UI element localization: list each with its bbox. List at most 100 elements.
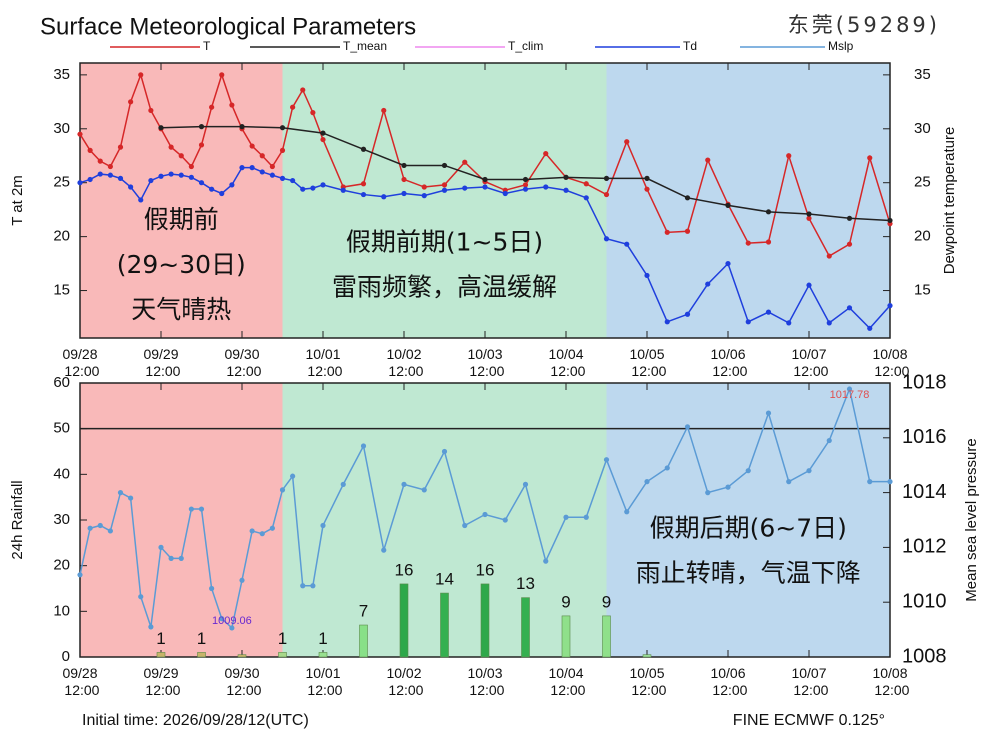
series-point — [543, 558, 549, 564]
series-point — [806, 211, 812, 217]
series-point — [765, 309, 772, 315]
series-point — [381, 107, 387, 114]
series-point — [360, 181, 367, 187]
period-band — [282, 63, 607, 338]
series-point — [107, 172, 113, 178]
legend-label: Td — [683, 39, 697, 53]
series-point — [401, 176, 407, 183]
series-point — [290, 473, 296, 479]
series-point — [401, 481, 407, 487]
rain-bar — [602, 615, 611, 658]
series-point — [97, 522, 103, 529]
series-point — [867, 479, 873, 485]
series-point — [178, 153, 184, 159]
series-point — [583, 195, 589, 201]
series-point — [441, 187, 448, 193]
series-point — [229, 182, 235, 188]
legend-label: Mslp — [828, 39, 854, 53]
series-point — [502, 190, 508, 197]
series-point — [826, 437, 832, 444]
series-point — [300, 583, 306, 589]
y-tick-label: 0 — [62, 648, 70, 665]
series-point — [158, 173, 164, 179]
bar-label: 9 — [602, 592, 611, 611]
series-point — [128, 495, 134, 501]
period-label: 天气晴热 — [131, 295, 231, 324]
y-tick-label: 60 — [53, 374, 70, 391]
x-tick-label: 10/01 12:00 — [304, 665, 343, 698]
series-point — [603, 236, 610, 242]
series-point — [77, 180, 83, 186]
legend-label: T_clim — [508, 39, 543, 53]
series-point — [887, 479, 893, 485]
y2-axis-label: Dewpoint temperature — [941, 127, 958, 275]
rain-bar — [480, 583, 490, 658]
series-point — [887, 303, 893, 309]
period-band — [80, 383, 283, 657]
series-point — [310, 185, 316, 191]
series-point — [198, 124, 205, 130]
series-point — [219, 616, 225, 622]
series-point — [320, 130, 326, 136]
series-point — [644, 479, 650, 485]
x-tick-label: 10/07 12:00 — [790, 665, 829, 698]
bar-label: 9 — [561, 592, 570, 611]
series-point — [725, 260, 731, 267]
x-tick-label: 09/29 12:00 — [142, 665, 181, 698]
series-point — [786, 479, 792, 485]
series-point — [462, 159, 468, 165]
series-point — [441, 448, 448, 455]
series-point — [765, 209, 772, 215]
bar-label: 1 — [318, 629, 327, 648]
series-point — [340, 481, 346, 487]
x-tick-label: 10/07 12:00 — [790, 346, 829, 379]
series-point — [624, 241, 630, 247]
period-band — [606, 63, 890, 338]
series-point — [178, 555, 184, 561]
series-point — [482, 176, 488, 183]
series-point — [148, 624, 154, 630]
x-tick-label: 10/06 12:00 — [709, 665, 748, 698]
series-point — [846, 305, 853, 311]
legend-label: T_mean — [343, 39, 387, 53]
bar-label: 1 — [156, 629, 165, 648]
series-point — [259, 169, 265, 175]
series-point — [421, 184, 427, 190]
chart-title: Surface Meteorological Parameters — [40, 13, 416, 40]
rain-bar — [642, 654, 652, 658]
y-tick-label: 40 — [53, 465, 70, 482]
y2-tick-label: 15 — [914, 282, 931, 299]
series-point — [583, 514, 589, 520]
y2-tick-label: 1012 — [902, 536, 947, 558]
series-point — [87, 525, 93, 531]
series-point — [269, 163, 275, 170]
series-point — [644, 186, 650, 192]
series-point — [401, 162, 407, 169]
series-point — [441, 182, 448, 188]
y2-tick-label: 30 — [914, 120, 931, 137]
series-point — [867, 155, 873, 161]
x-tick-label: 10/03 12:00 — [466, 665, 505, 698]
series-point — [198, 142, 205, 148]
series-point — [198, 506, 205, 512]
period-label: 雷雨频繁，高温缓解 — [332, 273, 557, 302]
series-point — [624, 509, 630, 515]
footer-right: FINE ECMWF 0.125° — [733, 712, 885, 729]
series-point — [603, 457, 610, 463]
series-point — [279, 125, 286, 131]
series-point — [158, 125, 164, 131]
y2-tick-label: 35 — [914, 66, 931, 83]
series-point — [360, 146, 367, 152]
series-point — [249, 165, 255, 171]
series-point — [583, 181, 589, 187]
rain-bar — [440, 592, 449, 658]
series-point — [168, 144, 174, 150]
bar-label: 16 — [395, 560, 414, 579]
series-point — [148, 177, 154, 184]
series-point — [320, 136, 326, 143]
period-label: (29~30日) — [117, 250, 246, 279]
period-band — [80, 63, 283, 338]
series-point — [259, 531, 265, 537]
y-tick-label: 15 — [53, 282, 70, 299]
station: 东莞(59289) — [788, 13, 940, 37]
